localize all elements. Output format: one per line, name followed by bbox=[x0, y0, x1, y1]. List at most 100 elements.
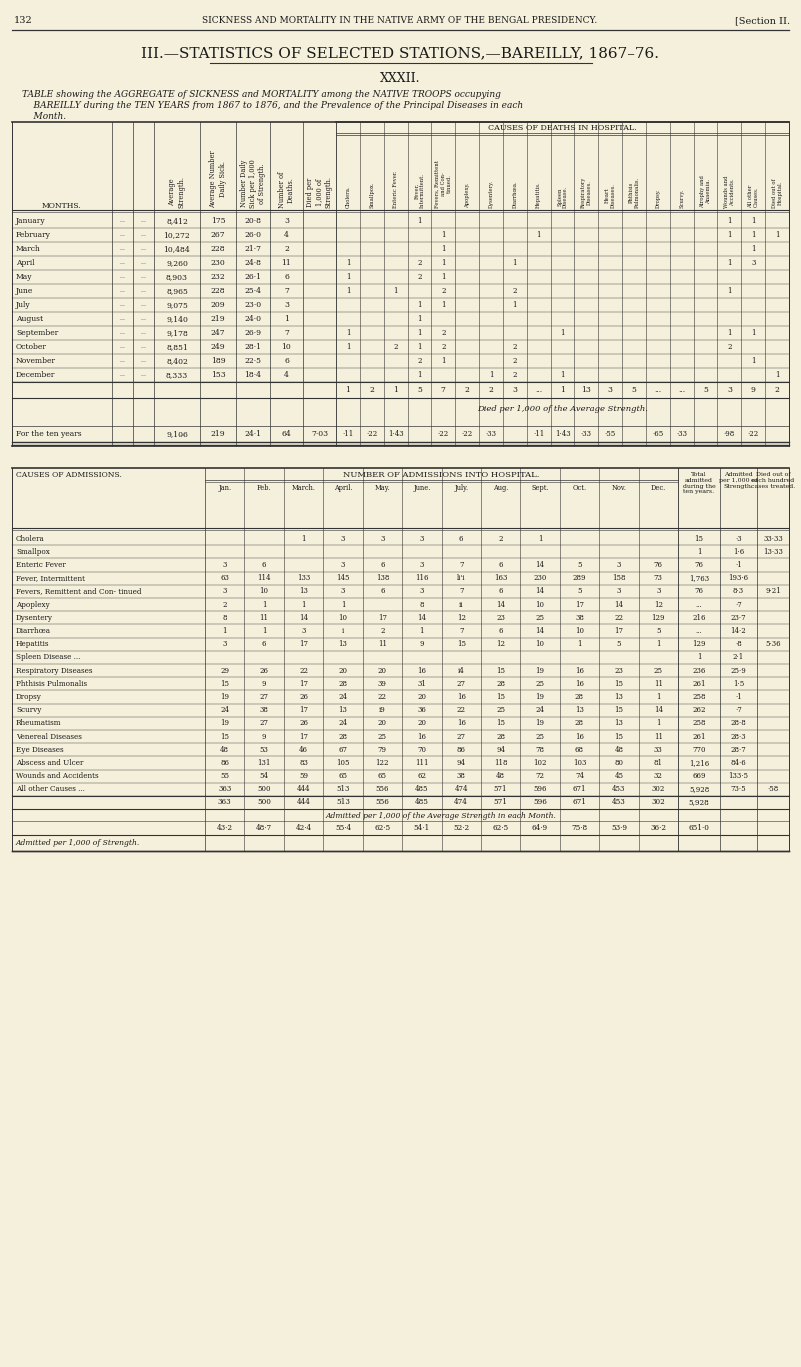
Text: 16: 16 bbox=[575, 679, 584, 688]
Text: 9: 9 bbox=[751, 385, 755, 394]
Text: 1: 1 bbox=[560, 329, 565, 338]
Text: 1: 1 bbox=[656, 640, 661, 648]
Text: ·3: ·3 bbox=[735, 534, 742, 543]
Text: Phthisis Pulmonalis: Phthisis Pulmonalis bbox=[16, 679, 87, 688]
Text: 68: 68 bbox=[575, 746, 584, 753]
Text: 28: 28 bbox=[575, 719, 584, 727]
Text: Fevers, Remittent
and Con-
tinued.: Fevers, Remittent and Con- tinued. bbox=[435, 160, 452, 208]
Text: 28: 28 bbox=[496, 733, 505, 741]
Text: 10,484: 10,484 bbox=[163, 245, 191, 253]
Text: 163: 163 bbox=[494, 574, 507, 582]
Text: 513: 513 bbox=[336, 786, 350, 793]
Text: 2: 2 bbox=[380, 627, 384, 636]
Text: 13: 13 bbox=[339, 707, 348, 714]
Text: 1: 1 bbox=[284, 314, 289, 323]
Text: 17: 17 bbox=[299, 733, 308, 741]
Text: 1: 1 bbox=[697, 548, 701, 556]
Text: June: June bbox=[16, 287, 34, 295]
Text: 54: 54 bbox=[260, 772, 268, 781]
Text: ·7: ·7 bbox=[735, 707, 742, 714]
Text: 13: 13 bbox=[614, 719, 623, 727]
Text: 132: 132 bbox=[14, 16, 33, 25]
Text: 6: 6 bbox=[284, 357, 289, 365]
Text: 2: 2 bbox=[417, 273, 421, 282]
Text: 48·7: 48·7 bbox=[256, 824, 272, 833]
Text: All other Causes ...: All other Causes ... bbox=[16, 786, 85, 793]
Text: ·22: ·22 bbox=[437, 431, 449, 437]
Text: 1: 1 bbox=[513, 258, 517, 267]
Text: 20: 20 bbox=[417, 693, 426, 701]
Text: ...: ... bbox=[119, 261, 126, 265]
Text: 26·1: 26·1 bbox=[244, 273, 261, 282]
Text: July.: July. bbox=[454, 484, 469, 492]
Text: ...: ... bbox=[140, 246, 147, 252]
Text: 14: 14 bbox=[654, 707, 662, 714]
Text: 2: 2 bbox=[441, 329, 445, 338]
Text: 1: 1 bbox=[346, 343, 350, 351]
Text: 9: 9 bbox=[420, 640, 424, 648]
Text: ·98: ·98 bbox=[724, 431, 735, 437]
Text: 22: 22 bbox=[378, 693, 387, 701]
Text: 1·6: 1·6 bbox=[733, 548, 744, 556]
Text: ·22: ·22 bbox=[747, 431, 759, 437]
Text: 26·0: 26·0 bbox=[244, 231, 261, 239]
Text: 84·6: 84·6 bbox=[731, 759, 747, 767]
Text: 2: 2 bbox=[513, 343, 517, 351]
Text: 1: 1 bbox=[417, 217, 421, 226]
Text: 7: 7 bbox=[459, 560, 464, 569]
Text: 73·5: 73·5 bbox=[731, 786, 747, 793]
Text: 15: 15 bbox=[694, 534, 703, 543]
Text: 2: 2 bbox=[513, 357, 517, 365]
Text: Jan.: Jan. bbox=[218, 484, 231, 492]
Text: Heart
Diseases.: Heart Diseases. bbox=[605, 183, 616, 208]
Text: 9,178: 9,178 bbox=[166, 329, 188, 338]
Text: Rheumatism: Rheumatism bbox=[16, 719, 62, 727]
Text: 25·9: 25·9 bbox=[731, 667, 747, 674]
Text: 2: 2 bbox=[489, 385, 493, 394]
Text: 20: 20 bbox=[339, 667, 348, 674]
Text: 1: 1 bbox=[751, 231, 755, 239]
Text: 11: 11 bbox=[654, 733, 662, 741]
Text: 15: 15 bbox=[220, 733, 229, 741]
Text: 1: 1 bbox=[441, 231, 445, 239]
Text: 1: 1 bbox=[656, 719, 661, 727]
Text: 1: 1 bbox=[751, 329, 755, 338]
Text: 129: 129 bbox=[651, 614, 665, 622]
Text: 444: 444 bbox=[296, 798, 311, 807]
Text: li'i: li'i bbox=[457, 574, 465, 582]
Text: 42·4: 42·4 bbox=[296, 824, 312, 833]
Text: 38: 38 bbox=[260, 707, 268, 714]
Text: 11: 11 bbox=[260, 614, 268, 622]
Text: 62·5: 62·5 bbox=[374, 824, 390, 833]
Text: 671: 671 bbox=[573, 798, 586, 807]
Text: 3: 3 bbox=[727, 385, 732, 394]
Text: 3: 3 bbox=[301, 627, 306, 636]
Text: 11: 11 bbox=[282, 258, 292, 267]
Text: 219: 219 bbox=[211, 314, 225, 323]
Text: ...: ... bbox=[654, 385, 662, 394]
Text: 25·4: 25·4 bbox=[244, 287, 261, 295]
Text: 23·0: 23·0 bbox=[244, 301, 262, 309]
Text: ·33: ·33 bbox=[485, 431, 497, 437]
Text: 118: 118 bbox=[494, 759, 507, 767]
Text: 12: 12 bbox=[496, 640, 505, 648]
Text: Fevers, Remittent and Con- tinued: Fevers, Remittent and Con- tinued bbox=[16, 588, 142, 596]
Text: 2: 2 bbox=[369, 385, 374, 394]
Text: 3: 3 bbox=[380, 534, 384, 543]
Text: 53·9: 53·9 bbox=[611, 824, 627, 833]
Text: Dysentery: Dysentery bbox=[16, 614, 53, 622]
Text: 14: 14 bbox=[536, 627, 545, 636]
Text: ...: ... bbox=[140, 219, 147, 223]
Text: 76: 76 bbox=[694, 588, 703, 596]
Text: 94: 94 bbox=[496, 746, 505, 753]
Text: 500: 500 bbox=[257, 786, 271, 793]
Text: 16: 16 bbox=[457, 693, 465, 701]
Text: ...: ... bbox=[695, 600, 702, 608]
Text: 20: 20 bbox=[378, 719, 387, 727]
Text: 485: 485 bbox=[415, 798, 429, 807]
Text: ·8: ·8 bbox=[735, 640, 742, 648]
Text: 1: 1 bbox=[775, 231, 779, 239]
Text: ...: ... bbox=[119, 232, 126, 238]
Text: ·22: ·22 bbox=[366, 431, 377, 437]
Text: ...: ... bbox=[140, 317, 147, 321]
